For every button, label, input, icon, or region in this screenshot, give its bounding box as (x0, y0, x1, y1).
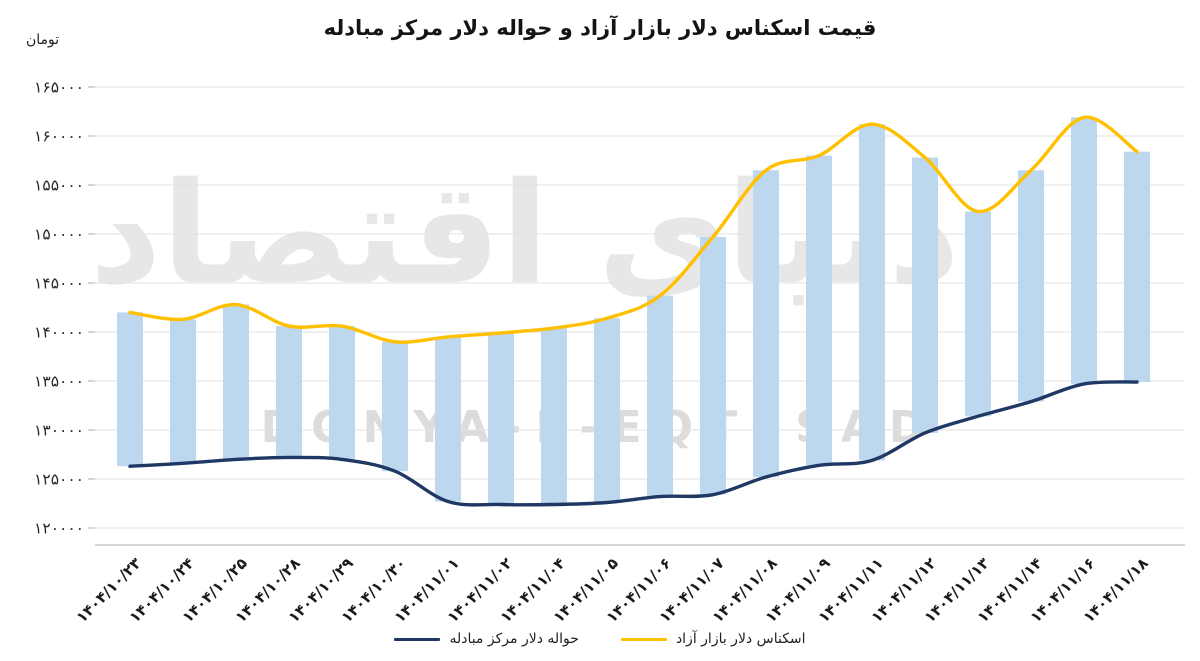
range-bar (965, 211, 991, 417)
exchange-remittance-line (128, 380, 1139, 507)
exchange-line-swatch-icon (394, 637, 441, 641)
y-tick-label: ۱۲۵۰۰۰ (34, 471, 84, 489)
y-tick-label: ۱۳۵۰۰۰ (34, 373, 84, 391)
y-tick-label: ۱۵۵۰۰۰ (34, 177, 84, 195)
range-bar (276, 326, 302, 458)
y-tick-label: ۱۶۰۰۰۰ (34, 128, 84, 146)
y-tick-label: ۱۴۰۰۰۰ (34, 324, 84, 342)
range-bar (541, 328, 567, 505)
range-bar (806, 155, 832, 466)
range-bar (1071, 117, 1097, 384)
legend-item-exchange-remittance[interactable]: حواله دلار مرکز مبادله (394, 631, 579, 647)
range-bar (594, 318, 620, 503)
range-bar (382, 341, 408, 472)
legend-label-free-market: اسکناس دلار بازار آزاد (675, 631, 806, 647)
range-bar (223, 304, 249, 460)
legend-item-free-market[interactable]: اسکناس دلار بازار آزاد (620, 631, 806, 647)
y-tick-label: ۱۲۰۰۰۰ (34, 520, 84, 538)
range-bar (700, 236, 726, 495)
range-bar (1018, 170, 1044, 402)
range-bar (170, 319, 196, 464)
range-bar (488, 332, 514, 505)
range-bar (912, 157, 938, 433)
chart-title: قیمت اسکناس دلار بازار آزاد و حواله دلار… (323, 16, 877, 40)
y-axis-unit-label: تومان (26, 32, 60, 48)
range-bar (329, 326, 355, 460)
legend: حواله دلار مرکز مبادله اسکناس دلار بازار… (0, 631, 1200, 647)
y-tick-label: ۱۵۰۰۰۰ (34, 226, 84, 244)
range-bar (753, 170, 779, 478)
y-tick-label: ۱۶۵۰۰۰ (34, 79, 84, 97)
range-bar (435, 336, 461, 502)
range-bar (1124, 151, 1150, 382)
y-tick-label: ۱۳۰۰۰۰ (34, 422, 84, 440)
range-bar (859, 124, 885, 461)
free-market-line-swatch-icon (620, 637, 667, 641)
y-tick-label: ۱۴۵۰۰۰ (34, 275, 84, 293)
legend-label-exchange-remittance: حواله دلار مرکز مبادله (449, 631, 579, 647)
free-market-line (128, 115, 1139, 344)
range-bar (117, 312, 143, 467)
range-bar (647, 295, 673, 497)
